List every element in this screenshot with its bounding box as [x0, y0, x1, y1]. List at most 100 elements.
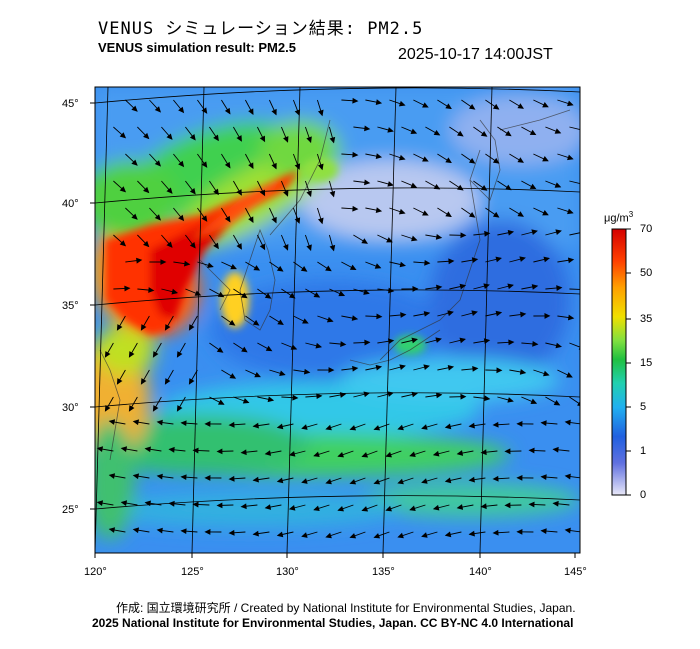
- wind-arrowhead: [120, 446, 128, 452]
- wind-arrowhead: [108, 419, 116, 425]
- wind-arrowhead: [387, 338, 395, 345]
- wind-arrowhead: [412, 285, 419, 292]
- wind-arrowhead: [313, 451, 320, 458]
- wind-arrowhead: [411, 235, 418, 242]
- lon-label: 125°: [181, 566, 204, 578]
- wind-arrowhead: [567, 314, 575, 321]
- wind-arrowhead: [224, 215, 231, 223]
- wind-arrowhead: [592, 208, 597, 212]
- wind-arrowhead: [352, 365, 359, 372]
- colorbar-label: 35: [640, 313, 653, 325]
- wind-arrowhead: [143, 186, 150, 194]
- wind-arrowhead: [552, 446, 559, 453]
- wind-arrowhead: [540, 528, 547, 535]
- wind-arrowhead: [315, 342, 323, 349]
- wind-arrowhead: [329, 244, 336, 252]
- wind-arrowhead: [480, 503, 487, 510]
- wind-arrowhead: [276, 265, 284, 272]
- wind-arrowhead: [496, 367, 503, 374]
- wind-arrowhead: [213, 242, 219, 250]
- wind-arrowhead: [201, 161, 208, 168]
- wind-arrowhead: [228, 529, 235, 536]
- wind-arrowhead: [507, 229, 515, 236]
- wind-arrow: [581, 370, 595, 378]
- wind-arrowhead: [148, 287, 155, 293]
- wind-arrowhead: [447, 364, 455, 371]
- wind-arrowhead: [471, 257, 479, 263]
- wind-arrow: [569, 180, 580, 185]
- wind-arrowhead: [519, 369, 527, 375]
- wind-arrowhead: [131, 213, 138, 220]
- wind-arrowhead: [192, 501, 199, 508]
- wind-arrowhead: [241, 346, 248, 353]
- wind-arrowhead: [495, 310, 503, 317]
- wind-arrowhead: [352, 97, 359, 104]
- wind-arrowhead: [423, 311, 431, 317]
- wind-arrowhead: [201, 107, 208, 114]
- wind-arrowhead: [252, 422, 259, 429]
- wind-arrowhead: [241, 292, 248, 299]
- lon-label: 120°: [84, 566, 107, 578]
- wind-arrowhead: [516, 474, 523, 481]
- wind-arrowhead: [325, 478, 332, 485]
- wind-arrowhead: [252, 476, 259, 483]
- wind-arrowhead: [178, 106, 185, 114]
- wind-arrowhead: [253, 265, 261, 271]
- wind-arrowhead: [435, 234, 443, 240]
- wind-arrowhead: [567, 100, 574, 107]
- wind-arrowhead: [217, 399, 225, 405]
- wind-arrowhead: [386, 237, 393, 243]
- wind-arrowhead: [288, 450, 296, 457]
- lat-label: 45°: [62, 98, 79, 110]
- wind-arrowhead: [217, 291, 225, 298]
- wind-arrowhead: [271, 216, 277, 224]
- colorbar-label: 50: [640, 267, 653, 279]
- wind-arrowhead: [459, 337, 467, 344]
- wind-arrowhead: [338, 290, 346, 297]
- colorbar-label: 70: [640, 223, 653, 235]
- wind-arrowhead: [544, 312, 551, 319]
- wind-arrowhead: [277, 319, 284, 325]
- wind-arrowhead: [531, 284, 539, 290]
- wind-arrowhead: [531, 229, 538, 236]
- wind-arrowhead: [352, 205, 359, 212]
- wind-arrowhead: [399, 364, 406, 371]
- wind-arrowhead: [590, 374, 595, 378]
- wind-arrowhead: [349, 533, 357, 539]
- wind-arrowhead: [364, 179, 371, 186]
- wind-arrowhead: [201, 215, 208, 222]
- wind-arrowhead: [505, 184, 512, 191]
- wind-arrowhead: [444, 423, 452, 430]
- wind-arrowhead: [422, 210, 429, 216]
- wind-arrowhead: [188, 378, 195, 385]
- wind-arrowhead: [154, 106, 162, 113]
- wind-arrowhead: [337, 451, 344, 458]
- wind-arrowhead: [294, 217, 301, 224]
- colorbar-label: 1: [640, 445, 647, 457]
- wind-arrowhead: [178, 214, 185, 222]
- wind-arrowhead: [472, 366, 479, 372]
- wind-arrowhead: [204, 420, 211, 427]
- wind-arrowhead: [592, 100, 597, 104]
- wind-arrowhead: [216, 346, 224, 353]
- wind-arrowhead: [411, 337, 418, 344]
- wind-arrowhead: [432, 504, 440, 511]
- wind-arrowhead: [444, 531, 452, 538]
- wind-arrowhead: [444, 477, 452, 484]
- wind-arrowhead: [144, 446, 151, 453]
- wind-arrowhead: [224, 107, 231, 115]
- wind-arrowhead: [316, 393, 323, 400]
- wind-arrowhead: [152, 351, 159, 358]
- wind-arrowhead: [349, 425, 357, 431]
- wind-arrowhead: [529, 183, 537, 190]
- wind-arrowhead: [259, 189, 266, 197]
- wind-arrowhead: [398, 154, 406, 161]
- wind-arrowhead: [528, 447, 535, 454]
- wind-arrowhead: [373, 479, 381, 485]
- wind-arrowhead: [131, 159, 138, 166]
- wind-arrowhead: [480, 184, 488, 191]
- wind-arrowhead: [168, 446, 175, 453]
- lon-label: 135°: [372, 566, 395, 578]
- wind-arrowhead: [435, 337, 442, 343]
- wind-arrowhead: [120, 500, 128, 506]
